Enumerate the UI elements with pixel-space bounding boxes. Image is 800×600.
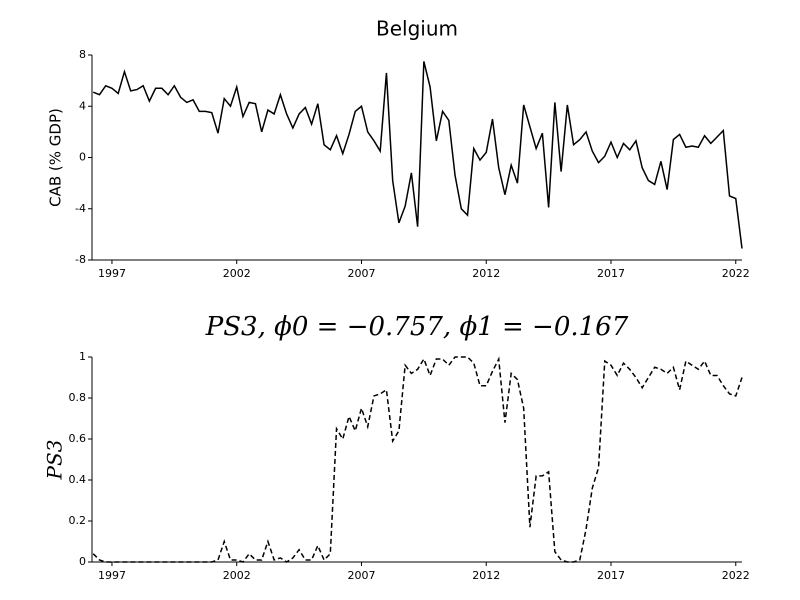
y-axis-label: CAB (% GDP) [47,108,65,207]
x-tick-label: 2017 [597,569,625,582]
y-tick-label: 0.8 [69,391,87,404]
series-line [92,61,743,249]
y-tick-label: 1 [79,350,86,363]
chart-title: Belgium [376,17,458,41]
x-tick-label: 2022 [722,267,750,280]
x-tick-label: 1997 [98,267,126,280]
x-tick-label: 2002 [223,569,251,582]
x-tick-label: 2022 [722,569,750,582]
series-line [92,356,743,563]
y-tick-label: 0.6 [69,432,87,445]
y-tick-label: -8 [75,253,86,266]
y-tick-label: 0 [79,555,86,568]
y-tick-label: 0 [79,151,86,164]
x-tick-label: 2012 [472,569,500,582]
y-tick-label: 0.2 [69,514,87,527]
x-tick-label: 2007 [347,267,375,280]
y-axis-label: PS3 [43,440,67,481]
y-tick-label: 0.4 [69,473,87,486]
y-tick-label: 4 [79,99,86,112]
x-tick-label: 2012 [472,267,500,280]
x-tick-label: 2017 [597,267,625,280]
chart-title: PS3, ϕ0 = −0.757, ϕ1 = −0.167 [205,312,629,342]
x-tick-label: 2007 [347,569,375,582]
y-tick-label: 8 [79,48,86,61]
y-tick-label: -4 [75,202,86,215]
x-tick-label: 1997 [98,569,126,582]
x-tick-label: 2002 [223,267,251,280]
